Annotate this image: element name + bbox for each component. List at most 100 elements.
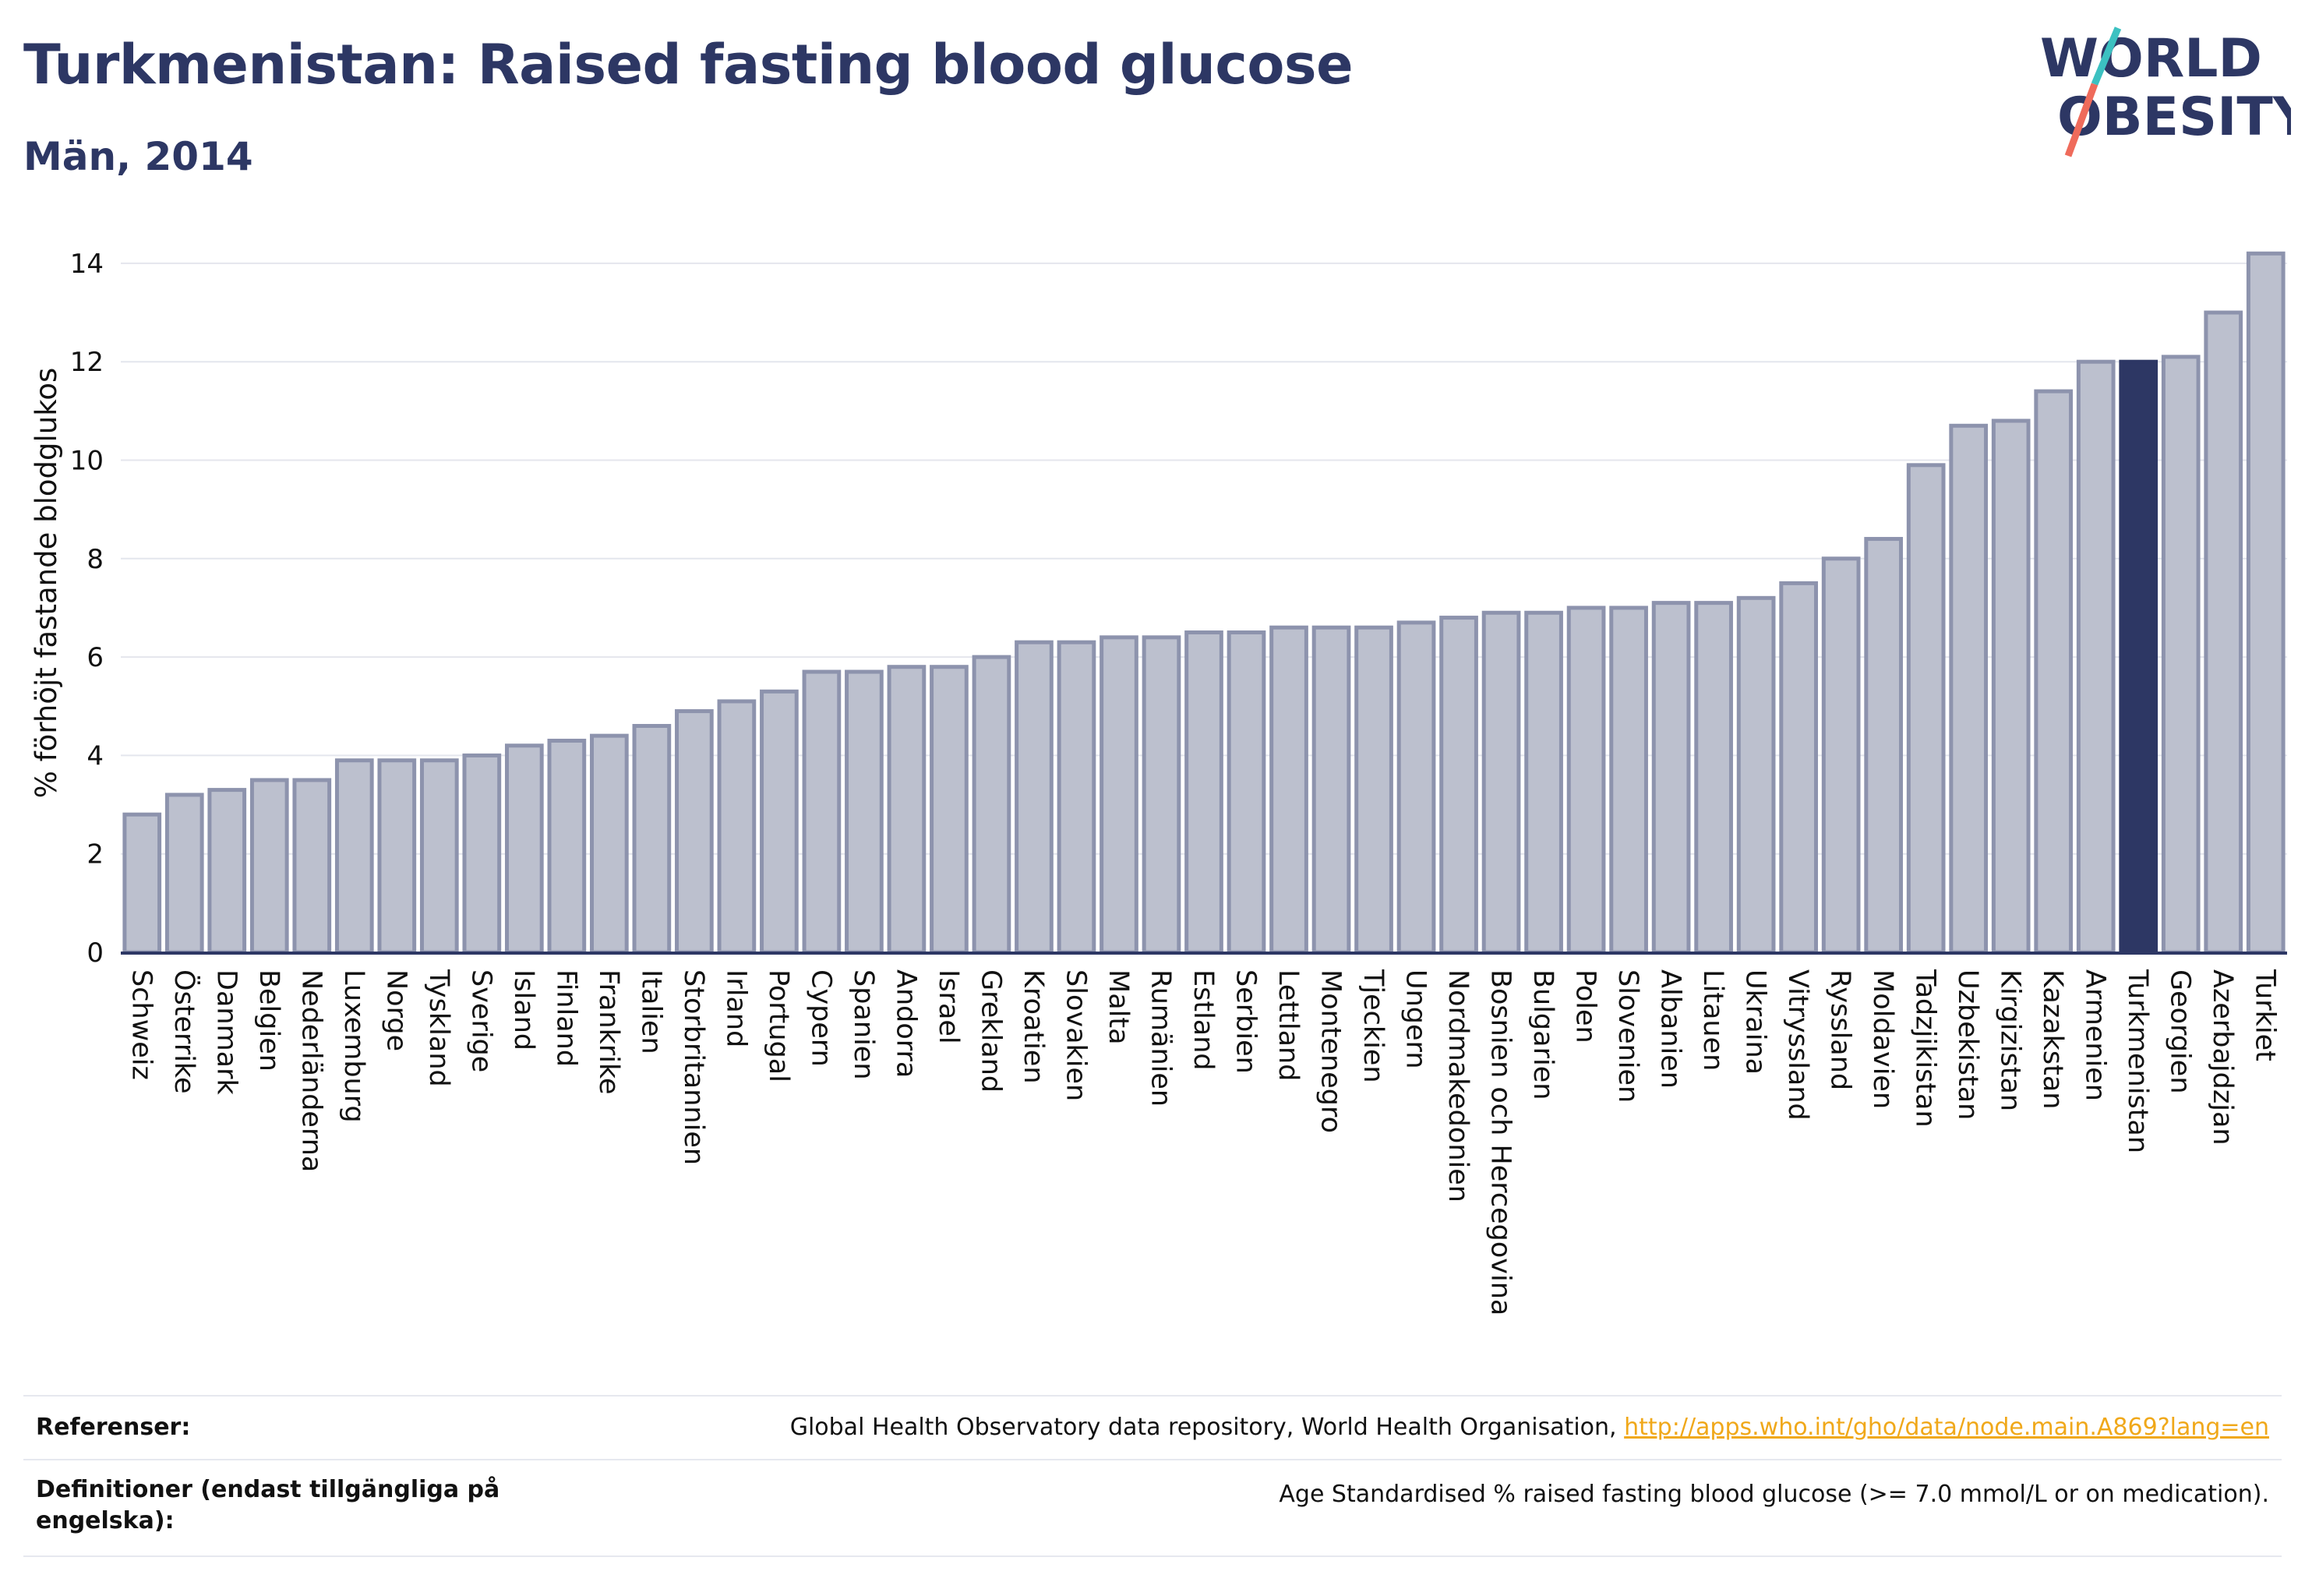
bar[interactable] bbox=[972, 655, 1011, 955]
x-tick-label: Cypern bbox=[805, 969, 836, 1067]
x-tick-label: Albanien bbox=[1655, 969, 1686, 1089]
bar[interactable] bbox=[1609, 606, 1648, 955]
bar[interactable] bbox=[2076, 359, 2116, 955]
x-tick-label: Norge bbox=[380, 969, 411, 1051]
bar[interactable] bbox=[717, 699, 757, 955]
bar[interactable] bbox=[1057, 640, 1096, 955]
bar[interactable] bbox=[1864, 537, 1904, 955]
bar[interactable] bbox=[164, 793, 204, 955]
bar[interactable] bbox=[2034, 389, 2074, 955]
x-tick-label: Lettland bbox=[1273, 969, 1304, 1081]
y-tick-label: 6 bbox=[86, 642, 104, 673]
bar[interactable] bbox=[1015, 640, 1054, 955]
bar-highlighted[interactable] bbox=[2119, 359, 2159, 955]
x-tick-label: Georgien bbox=[2165, 969, 2196, 1094]
x-tick-label: Turkmenistan bbox=[2122, 969, 2153, 1153]
bar[interactable] bbox=[1100, 635, 1138, 955]
bar[interactable] bbox=[1694, 601, 1733, 955]
bar[interactable] bbox=[1269, 625, 1308, 955]
bar[interactable] bbox=[1524, 610, 1563, 955]
bar[interactable] bbox=[377, 758, 417, 955]
x-tick-label: Armenien bbox=[2080, 969, 2111, 1101]
bar[interactable] bbox=[1311, 625, 1351, 955]
x-tick-label: Österrike bbox=[168, 969, 201, 1093]
bar[interactable] bbox=[2204, 310, 2243, 955]
x-tick-label: Spanien bbox=[848, 969, 879, 1080]
x-tick-label: Tyskland bbox=[423, 969, 454, 1087]
x-tick-label: Ungern bbox=[1400, 969, 1431, 1069]
x-tick-label: Uzbekistan bbox=[1952, 969, 1983, 1120]
bar[interactable] bbox=[675, 709, 714, 955]
x-tick-label: Kazakstan bbox=[2037, 969, 2068, 1109]
x-tick-label: Malta bbox=[1103, 969, 1134, 1045]
y-tick-label: 14 bbox=[70, 249, 104, 280]
bar[interactable] bbox=[1481, 610, 1521, 955]
bar[interactable] bbox=[802, 669, 842, 955]
bar[interactable] bbox=[1439, 616, 1478, 955]
logo-word-world: WORLD bbox=[2040, 28, 2262, 90]
bar[interactable] bbox=[334, 758, 374, 955]
bar[interactable] bbox=[887, 665, 927, 955]
bar[interactable] bbox=[1227, 630, 1266, 955]
axes: 0 2 4 6 8 10 12 14 Schweiz Österrike Danmark Belgie… bbox=[70, 249, 2287, 1315]
definitions-row: Definitioner (endast tillgängliga på eng… bbox=[23, 1459, 2282, 1557]
world-obesity-logo[interactable]: WORLD OBESITY bbox=[2034, 23, 2291, 164]
bar[interactable] bbox=[504, 743, 544, 955]
x-tick-label: Irland bbox=[720, 969, 751, 1047]
x-tick-label: Nordmakedonien bbox=[1442, 969, 1474, 1202]
x-tick-label: Finland bbox=[550, 969, 581, 1067]
x-tick-label: Island bbox=[508, 969, 539, 1050]
bar[interactable] bbox=[760, 689, 799, 955]
x-tick-label: Danmark bbox=[210, 969, 242, 1096]
bar[interactable] bbox=[632, 724, 672, 955]
bar[interactable] bbox=[1906, 463, 1946, 955]
x-tick-label: Estland bbox=[1188, 969, 1219, 1071]
bar[interactable] bbox=[1651, 601, 1691, 955]
references-row: Referenser: Global Health Observatory da… bbox=[23, 1395, 2282, 1459]
x-tick-label: Portugal bbox=[763, 969, 794, 1082]
bar[interactable] bbox=[930, 665, 969, 955]
bar[interactable] bbox=[845, 669, 884, 955]
x-tick-label: Storbritannien bbox=[678, 969, 709, 1165]
bar[interactable] bbox=[249, 778, 289, 955]
x-tick-label: Belgien bbox=[253, 969, 284, 1072]
bar[interactable] bbox=[1991, 418, 2031, 955]
bars bbox=[122, 251, 2286, 955]
bar[interactable] bbox=[1821, 556, 1861, 955]
bar[interactable] bbox=[207, 788, 247, 955]
x-tick-label: Polen bbox=[1570, 969, 1601, 1043]
bar[interactable] bbox=[419, 758, 459, 955]
bar[interactable] bbox=[1736, 595, 1776, 955]
chart-title: Turkmenistan: Raised fasting blood gluco… bbox=[23, 33, 1354, 97]
y-tick-label: 10 bbox=[70, 445, 104, 476]
bar[interactable] bbox=[292, 778, 332, 955]
x-tick-label: Ukraina bbox=[1740, 969, 1771, 1075]
x-tick-label: Kroatien bbox=[1018, 969, 1049, 1084]
bar[interactable] bbox=[1354, 625, 1393, 955]
x-tick-label: Serbien bbox=[1230, 969, 1262, 1074]
x-tick-label: Rumänien bbox=[1145, 969, 1176, 1107]
bar[interactable] bbox=[1566, 606, 1606, 955]
bar[interactable] bbox=[1779, 581, 1818, 955]
bar[interactable] bbox=[1142, 635, 1181, 955]
bar[interactable] bbox=[1184, 630, 1223, 955]
x-tick-label: Grekland bbox=[975, 969, 1006, 1093]
bar[interactable] bbox=[590, 733, 629, 955]
bar[interactable] bbox=[1949, 423, 1989, 955]
x-tick-label: Bosnien och Hercegovina bbox=[1485, 969, 1516, 1315]
x-tick-label: Vitryssland bbox=[1782, 969, 1813, 1121]
x-tick-label: Nederländerna bbox=[295, 969, 327, 1172]
definitions-value: Age Standardised % raised fasting blood … bbox=[1279, 1481, 2269, 1508]
references-link[interactable]: http://apps.who.int/gho/data/node.main.A… bbox=[1624, 1414, 2269, 1441]
y-tick-label: 2 bbox=[86, 839, 104, 870]
x-tick-label: Frankrike bbox=[593, 969, 624, 1095]
x-tick-label: Kirgizistan bbox=[1995, 969, 2026, 1111]
bar[interactable] bbox=[1396, 620, 1436, 955]
bar[interactable] bbox=[547, 738, 587, 955]
x-tick-label: Ryssland bbox=[1825, 969, 1856, 1090]
bar[interactable] bbox=[2246, 251, 2286, 955]
bar[interactable] bbox=[122, 812, 162, 955]
bar[interactable] bbox=[2161, 355, 2201, 955]
bar[interactable] bbox=[462, 753, 502, 955]
y-tick-label: 4 bbox=[86, 740, 104, 772]
